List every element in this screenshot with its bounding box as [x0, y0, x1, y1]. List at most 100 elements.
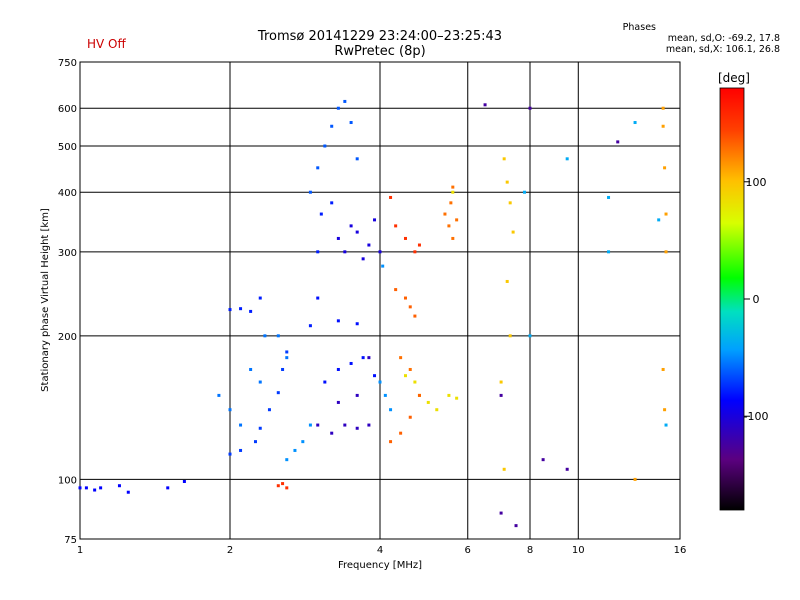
data-point: [336, 106, 340, 110]
data-point: [373, 218, 377, 222]
data-point: [499, 393, 503, 397]
data-points: [78, 99, 668, 528]
data-point: [93, 488, 97, 492]
y-tick-label: 500: [58, 142, 77, 153]
grid-lines: [80, 62, 680, 539]
data-point: [239, 448, 243, 452]
chart-title-line1: Tromsø 20141229 23:24:00–23:25:43: [257, 29, 503, 44]
data-point: [661, 124, 665, 128]
data-point: [349, 121, 353, 125]
data-point: [523, 190, 527, 194]
y-tick-label: 75: [64, 535, 77, 546]
data-point: [239, 423, 243, 427]
data-point: [403, 374, 407, 378]
data-point: [403, 236, 407, 240]
data-point: [276, 484, 280, 488]
data-point: [253, 440, 257, 444]
data-point: [336, 400, 340, 404]
data-point: [263, 334, 267, 338]
data-point: [308, 190, 312, 194]
data-point: [508, 201, 512, 205]
data-point: [336, 367, 340, 371]
data-point: [316, 166, 320, 170]
data-point: [511, 230, 515, 234]
chart-title-line2: RwPretec (8p): [334, 44, 426, 59]
data-point: [514, 524, 518, 528]
data-point: [663, 166, 667, 170]
colorbar-tick-label: -100: [744, 410, 769, 423]
data-point: [607, 250, 611, 254]
data-point: [285, 350, 289, 354]
data-point: [301, 440, 305, 444]
data-point: [336, 236, 340, 240]
data-point: [505, 279, 509, 283]
data-point: [399, 431, 403, 435]
data-point: [378, 380, 382, 384]
data-point: [78, 486, 82, 490]
data-point: [349, 361, 353, 365]
data-point: [293, 448, 297, 452]
data-point: [228, 408, 232, 412]
data-point: [267, 408, 271, 412]
data-point: [394, 224, 398, 228]
data-point: [330, 201, 334, 205]
data-point: [616, 140, 620, 144]
data-point: [285, 458, 289, 462]
data-point: [413, 250, 417, 254]
x-tick-label: 10: [572, 545, 585, 556]
y-axis-label: Stationary phase Virtual Height [km]: [40, 208, 51, 392]
y-tick-labels: 75 100 200 300 400 500 600 750: [58, 58, 77, 546]
colorbar-label: [deg]: [718, 71, 750, 85]
data-point: [316, 423, 320, 427]
data-point: [330, 431, 334, 435]
data-point: [308, 324, 312, 328]
y-tick-label: 100: [58, 475, 77, 486]
data-point: [663, 408, 667, 412]
data-point: [285, 486, 289, 490]
data-point: [443, 212, 447, 216]
data-point: [343, 99, 347, 103]
data-point: [399, 356, 403, 360]
data-point: [664, 423, 668, 427]
colorbar-ticks: 100 0 -100: [744, 176, 769, 423]
hv-status-label: HV Off: [87, 37, 126, 51]
x-tick-labels: 1 2 4 6 8 10 16: [77, 545, 687, 556]
data-point: [565, 467, 569, 471]
x-axis-label: Frequency [MHz]: [338, 560, 422, 571]
data-point: [361, 356, 365, 360]
data-point: [447, 224, 451, 228]
data-point: [389, 195, 393, 199]
data-point: [499, 380, 503, 384]
data-point: [355, 322, 359, 326]
data-point: [285, 356, 289, 360]
data-point: [361, 257, 365, 261]
data-point: [502, 157, 506, 161]
data-point: [508, 334, 512, 338]
x-tick-label: 2: [227, 545, 233, 556]
data-point: [408, 415, 412, 419]
data-point: [394, 288, 398, 292]
data-point: [528, 334, 532, 338]
data-point: [355, 426, 359, 430]
data-point: [316, 250, 320, 254]
data-point: [661, 106, 665, 110]
data-point: [378, 250, 382, 254]
data-point: [633, 477, 637, 481]
data-point: [417, 393, 421, 397]
data-point: [336, 319, 340, 323]
data-point: [417, 243, 421, 247]
colorbar-tick-label: 100: [746, 176, 767, 189]
y-tick-label: 200: [58, 332, 77, 343]
data-point: [426, 400, 430, 404]
data-point: [383, 393, 387, 397]
data-point: [367, 423, 371, 427]
data-point: [323, 144, 327, 148]
data-point: [319, 212, 323, 216]
data-point: [323, 380, 327, 384]
data-point: [451, 236, 455, 240]
data-point: [249, 309, 253, 313]
y-tick-label: 400: [58, 188, 77, 199]
data-point: [565, 157, 569, 161]
phase-o-stats: mean, sd,O: -69.2, 17.8: [667, 33, 780, 44]
